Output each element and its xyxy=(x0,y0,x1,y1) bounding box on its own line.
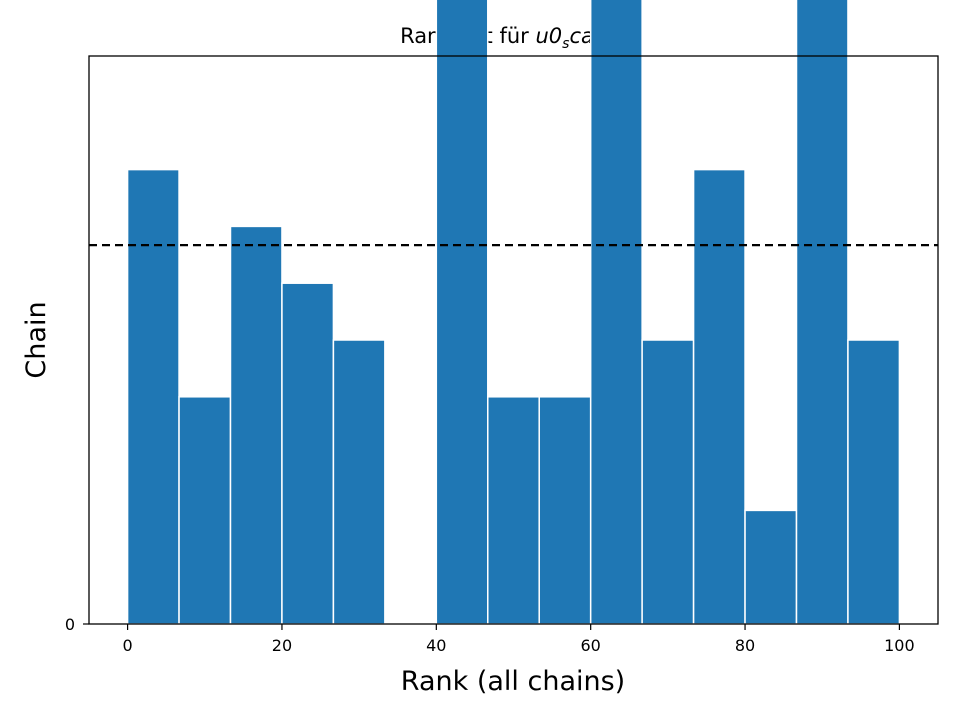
histogram-bar xyxy=(281,282,335,625)
histogram-bar xyxy=(487,396,540,625)
x-axis-label: Rank (all chains) xyxy=(401,666,625,697)
histogram-bar xyxy=(435,0,489,625)
y-axis-label: Chain xyxy=(21,301,52,378)
histogram-bar xyxy=(641,339,695,625)
histogram-bar xyxy=(229,225,283,625)
histogram-bar xyxy=(538,396,592,625)
x-tick-label: 100 xyxy=(884,636,915,655)
x-axis-ticks: 0 20 40 60 80 100 xyxy=(122,624,915,655)
y-axis-ticks: 0 xyxy=(65,615,89,634)
plot-frame xyxy=(88,55,939,625)
y-tick-label: 0 xyxy=(65,615,75,634)
histogram-bar xyxy=(744,509,798,625)
histogram-bar xyxy=(332,339,386,625)
histogram-bar xyxy=(178,396,232,625)
histogram-bar xyxy=(126,168,180,625)
x-tick-label: 0 xyxy=(122,636,132,655)
histogram-bar xyxy=(795,0,849,625)
histogram-bar xyxy=(589,0,643,625)
x-tick-label: 60 xyxy=(581,636,601,655)
x-tick-label: 40 xyxy=(426,636,446,655)
x-tick-label: 80 xyxy=(735,636,755,655)
histogram-bar xyxy=(847,339,901,625)
histogram-bar xyxy=(692,168,746,625)
x-tick-label: 20 xyxy=(272,636,292,655)
bars-group xyxy=(126,0,901,625)
